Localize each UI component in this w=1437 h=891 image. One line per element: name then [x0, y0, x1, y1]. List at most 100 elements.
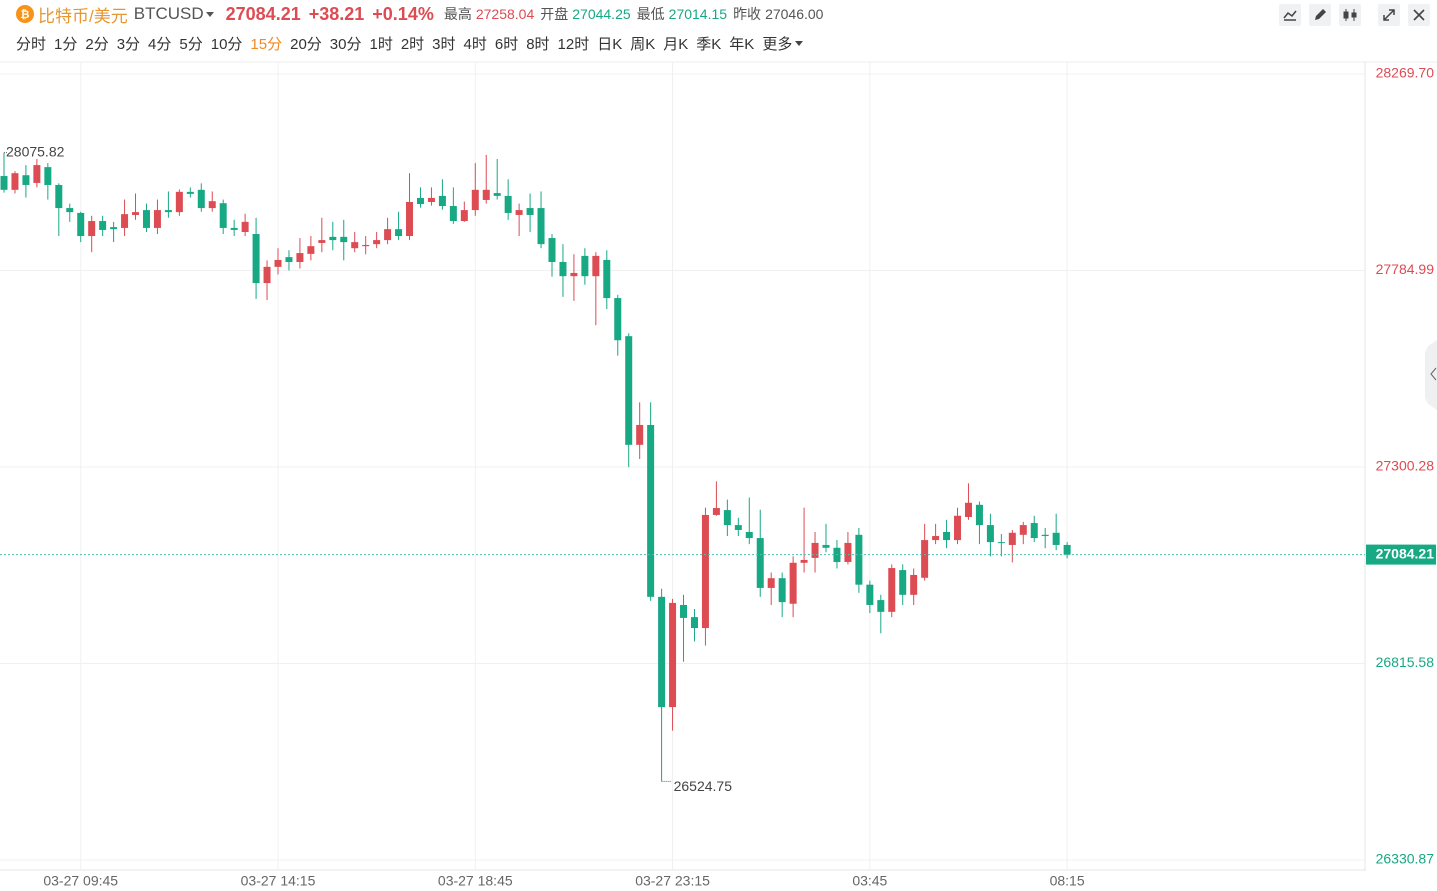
timeframe[interactable]: 季K — [696, 35, 722, 53]
timeframe[interactable]: 1时 — [369, 35, 393, 53]
stat-value: 27044.25 — [572, 6, 631, 22]
timeframe[interactable]: 周K — [630, 35, 656, 53]
candle-body — [362, 244, 370, 247]
candle-body — [888, 568, 896, 612]
timeframe[interactable]: 30分 — [329, 35, 362, 53]
x-tick-label: 03-27 23:15 — [635, 873, 710, 889]
timeframe[interactable]: 4分 — [148, 35, 172, 53]
candle-body — [132, 212, 140, 215]
y-tick-label: 27300.28 — [1376, 458, 1435, 474]
change-pct: +0.14% — [372, 3, 434, 24]
candle-body — [822, 544, 830, 548]
timeframe[interactable]: 6时 — [494, 35, 519, 53]
tool-button[interactable] — [1339, 4, 1361, 26]
candle-body — [318, 240, 326, 243]
candle-body — [142, 210, 150, 228]
candle-body — [186, 191, 194, 194]
candle-body — [416, 197, 424, 205]
timeframe[interactable]: 更多 — [762, 35, 793, 53]
timeframe[interactable]: 2时 — [400, 35, 425, 53]
candle-body — [690, 617, 698, 629]
candle-body — [712, 508, 720, 515]
timeframe[interactable]: 4时 — [463, 35, 487, 53]
timeframe-bar: 分时 1分 2分 3分 4分 5分 10分 15分 20分 30分 1时 2时 3时 4时 6时 8时 12时日… — [16, 31, 804, 55]
candle-body — [230, 227, 238, 230]
tool-button[interactable] — [1408, 4, 1430, 26]
timeframe[interactable]: 8时 — [526, 35, 550, 53]
timeframe[interactable]: 5分 — [179, 35, 203, 53]
timeframe[interactable]: 日K — [597, 35, 623, 53]
stat-label: 最低 — [636, 6, 665, 22]
title: 比特币/美元 — [38, 6, 128, 26]
candle-body — [460, 210, 468, 222]
timeframe[interactable]: 15分 — [250, 35, 283, 53]
candle-body — [811, 542, 819, 558]
timeframe[interactable]: 3时 — [432, 35, 456, 53]
caret[interactable] — [794, 39, 804, 47]
candle-body — [658, 596, 666, 708]
candle-body — [899, 570, 907, 595]
candle-body — [482, 189, 490, 200]
candle-body — [11, 173, 19, 190]
side-tab[interactable] — [1425, 340, 1437, 410]
candle-body — [285, 257, 293, 262]
timeframe[interactable]: 年K — [729, 35, 755, 53]
svg-text:₿: ₿ — [21, 9, 30, 21]
candle-body — [99, 221, 107, 230]
candle-body — [351, 242, 359, 249]
candle-body — [406, 201, 414, 237]
last-price-box — [1366, 544, 1436, 565]
timeframe[interactable]: 3分 — [116, 35, 141, 53]
timeframe[interactable]: 20分 — [290, 35, 322, 53]
candle-body — [647, 424, 655, 597]
last-price-label: 27084.21 — [1376, 545, 1435, 561]
y-tick-label: 27784.99 — [1376, 261, 1435, 277]
candle-body — [1063, 544, 1071, 555]
candle-body — [197, 189, 205, 209]
tool-button[interactable] — [1309, 4, 1331, 26]
timeframe[interactable]: 10分 — [210, 35, 243, 53]
timeframe[interactable]: 2分 — [85, 35, 109, 53]
candle-body — [504, 195, 512, 213]
timeframe[interactable]: 月K — [663, 35, 689, 53]
timeframe[interactable]: 分时 — [16, 35, 47, 53]
candle-body — [1041, 534, 1049, 537]
candle-body — [855, 534, 863, 585]
candle-body — [548, 238, 556, 262]
candle-body — [153, 210, 161, 228]
candle-body — [866, 584, 874, 605]
candle-body — [88, 221, 96, 237]
candle-body — [932, 536, 940, 541]
candle-body — [800, 559, 808, 563]
candle-body — [789, 562, 797, 604]
candle-body — [33, 165, 41, 183]
candle-body — [570, 272, 578, 277]
candle-body — [581, 255, 589, 277]
x-tick-label: 03-27 14:15 — [241, 873, 316, 889]
candle-body — [493, 193, 501, 196]
candle-body — [723, 510, 731, 526]
candle-body — [340, 236, 348, 243]
candle-body — [175, 191, 183, 213]
candle-body — [526, 208, 534, 215]
timeframe[interactable]: 12时 — [557, 35, 590, 53]
candle-body — [373, 240, 381, 245]
x-tick-label: 03:45 — [852, 873, 887, 889]
stat-label: 昨收 — [733, 6, 762, 22]
candle-body — [274, 259, 282, 267]
candle-body — [1052, 532, 1060, 545]
candle-body — [110, 227, 118, 230]
caret[interactable] — [204, 9, 216, 19]
timeframe[interactable]: 1分 — [54, 35, 78, 53]
candle-body — [767, 578, 775, 588]
symbol[interactable]: BTCUSD — [133, 4, 204, 23]
candle-body — [263, 266, 271, 284]
tool-button[interactable] — [1378, 4, 1400, 26]
price: 27084.21 — [225, 3, 301, 24]
candle-body — [636, 424, 644, 445]
candle-body — [515, 210, 523, 215]
tool-button[interactable] — [1279, 4, 1301, 26]
y-tick-label: 26330.87 — [1376, 851, 1435, 867]
